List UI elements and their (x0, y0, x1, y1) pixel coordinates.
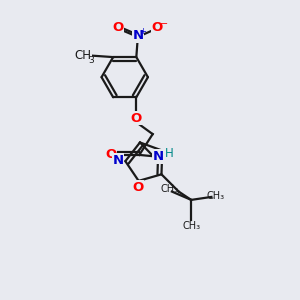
Text: CH: CH (74, 49, 91, 62)
Text: O: O (112, 21, 124, 34)
Text: −: − (160, 19, 168, 29)
Text: +: + (139, 27, 146, 36)
Text: N: N (153, 150, 164, 163)
Text: N: N (112, 154, 124, 167)
Text: O: O (131, 112, 142, 124)
Text: O: O (105, 148, 117, 160)
Text: N: N (132, 29, 143, 42)
Text: H: H (165, 147, 173, 160)
Text: 3: 3 (88, 56, 94, 65)
Text: CH₃: CH₃ (206, 191, 225, 201)
Text: CH₃: CH₃ (182, 221, 200, 231)
Text: O: O (151, 21, 163, 34)
Text: O: O (132, 181, 144, 194)
Text: CH₃: CH₃ (161, 184, 179, 194)
